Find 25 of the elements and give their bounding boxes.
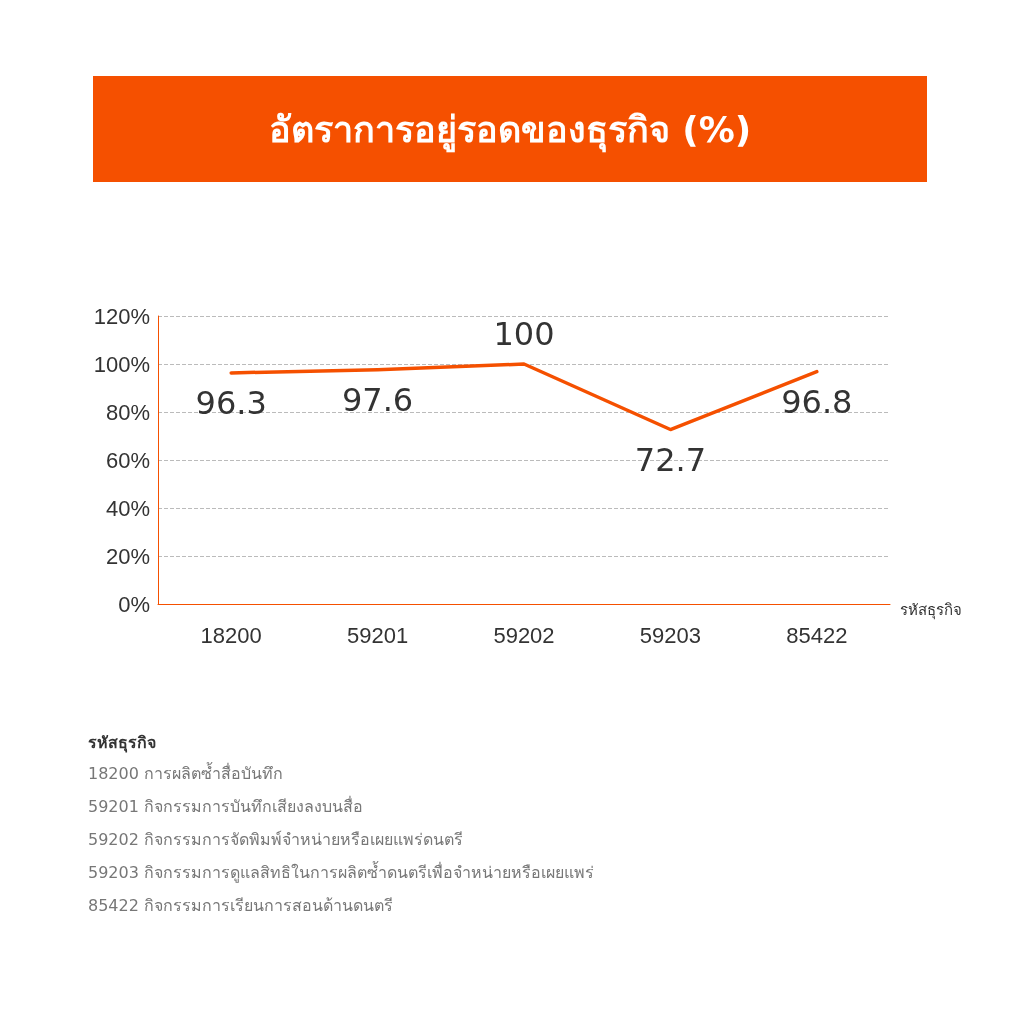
text: 59201 กิจกรรมการบันทึกเสียงลงบนสื่อ [88, 795, 364, 818]
y-tick-label: 120% [93, 303, 150, 329]
data-label: 97.6 [341, 380, 414, 419]
data-label: 72.7 [634, 440, 707, 479]
text: รหัสธุรกิจ [88, 732, 157, 755]
data-label: 96.3 [195, 383, 267, 422]
y-tick-label: 20% [105, 543, 150, 569]
x-tick-label: 59201 [347, 622, 409, 648]
y-tick-label: 80% [105, 399, 150, 425]
x-tick-label: 59202 [493, 622, 555, 648]
text: 18200 การผลิตซ้ำสื่อบันทึก [88, 761, 284, 785]
text: 85422 กิจกรรมการเรียนการสอนด้านดนตรี [88, 895, 394, 917]
text: 59202 กิจกรรมการจัดพิมพ์จำหน่ายหรือเผยแพร่ดนตรี [88, 829, 464, 851]
data-label: 96.8 [781, 382, 853, 421]
x-tick-label: 59203 [639, 622, 701, 648]
x-tick-label: 18200 [200, 622, 262, 648]
x-axis-title: รหัสธุรกิจ [900, 601, 962, 620]
y-tick-label: 40% [105, 495, 150, 521]
y-tick-label: 60% [105, 447, 150, 473]
text: 59203 กิจกรรมการดูแลสิทธิในการผลิตซ้ำดนตรีเพื่อจำหน่ายหรือเผยแพร่ [88, 860, 594, 885]
chart-title: อัตราการอยู่รอดของธุรกิจ (%) [93, 76, 927, 182]
y-tick-label: 0% [118, 591, 150, 617]
x-tick-label: 85422 [786, 622, 848, 648]
data-label: 100 [493, 315, 555, 353]
y-tick-label: 100% [93, 351, 150, 377]
